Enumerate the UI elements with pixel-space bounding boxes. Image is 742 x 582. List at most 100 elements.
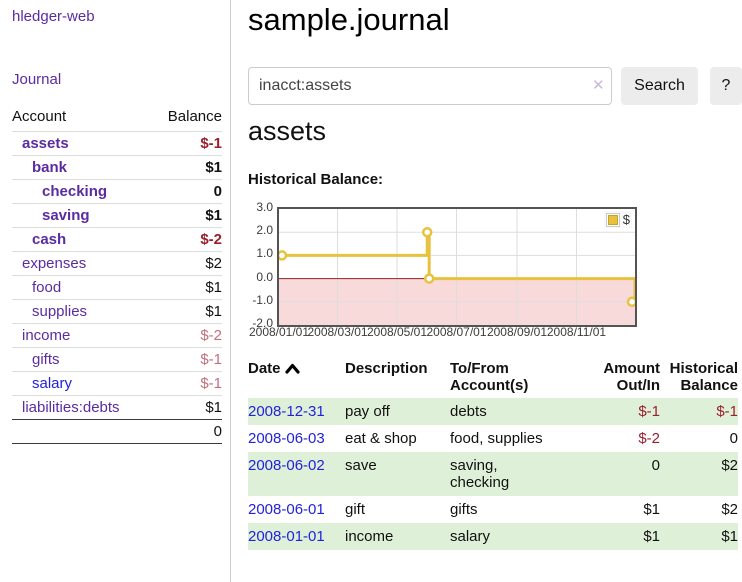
amount-column-header: Amount Out/In	[603, 360, 660, 394]
account-link[interactable]: expenses	[22, 255, 87, 272]
register-row: 2008-12-31 pay off debts $-1 $-1	[248, 398, 738, 425]
chart-legend: $	[603, 211, 632, 228]
account-link[interactable]: cash	[32, 231, 67, 248]
account-balance: $-1	[200, 135, 222, 152]
x-tick-label: 2008/09/01	[486, 325, 548, 339]
transaction-balance: $-1	[716, 403, 738, 420]
register-header-row: Date Description To/From Account(s) Amou…	[248, 358, 738, 398]
account-total-balance: 0	[213, 423, 222, 440]
transaction-date-link[interactable]: 2008-12-31	[248, 403, 325, 420]
account-link[interactable]: income	[22, 327, 71, 344]
x-tick-label: 2008/07/01	[426, 325, 487, 339]
x-tick-label: 2008/03/01	[307, 325, 368, 339]
transaction-accounts: salary	[450, 528, 491, 545]
register-row: 2008-06-03 eat & shop food, supplies $-2…	[248, 425, 738, 452]
date-column-header[interactable]: Date	[248, 358, 345, 398]
sort-ascending-icon	[284, 363, 300, 374]
account-link[interactable]: assets	[22, 135, 69, 152]
account-balance: $2	[205, 255, 222, 272]
transaction-amount: $1	[643, 528, 660, 545]
help-button[interactable]: ?	[710, 67, 742, 105]
search-button[interactable]: Search	[621, 67, 698, 105]
account-balance: $1	[205, 159, 222, 176]
transaction-accounts: food, supplies	[450, 430, 543, 447]
transaction-date-link[interactable]: 2008-06-01	[248, 501, 325, 518]
register-row: 2008-06-02 save saving, checking 0 $2	[248, 452, 738, 496]
chart-plot-area: $	[277, 207, 637, 327]
transaction-balance: 0	[729, 430, 738, 447]
transaction-accounts: saving, checking	[450, 457, 510, 491]
account-table-header: Account Balance	[12, 105, 222, 132]
description-column-header: Description	[345, 360, 428, 377]
y-tick-label: -2.0	[252, 316, 273, 330]
balance-column-header: Balance	[167, 108, 222, 125]
transaction-date-link[interactable]: 2008-06-03	[248, 430, 325, 447]
account-row: cash $-2	[12, 227, 222, 252]
transaction-description: gift	[345, 501, 366, 518]
transaction-amount: 0	[651, 457, 660, 474]
transaction-accounts: debts	[450, 403, 487, 420]
sidebar: hledger-web Journal Account Balance asse…	[0, 0, 231, 582]
account-total-row: 0	[12, 419, 222, 444]
transaction-description: income	[345, 528, 394, 545]
account-table-body: assets $-1 bank $1 checking 0 saving $1 …	[12, 131, 222, 420]
nav-journal-link[interactable]: Journal	[12, 71, 62, 88]
search-form: ✕ Search ?	[248, 67, 742, 105]
account-row: saving $1	[12, 203, 222, 228]
transaction-description: eat & shop	[345, 430, 417, 447]
account-balance: $-1	[200, 375, 222, 392]
account-balance: $1	[205, 399, 222, 416]
account-link[interactable]: gifts	[32, 351, 60, 368]
transaction-balance: $2	[721, 501, 738, 518]
account-link[interactable]: food	[32, 279, 62, 296]
transaction-amount: $-2	[638, 430, 660, 447]
app-title-link[interactable]: hledger-web	[12, 8, 95, 25]
clear-search-icon[interactable]: ✕	[592, 77, 605, 94]
account-link[interactable]: saving	[42, 207, 90, 224]
account-balance: $-2	[200, 231, 222, 248]
x-tick-label: 2008/01/01	[248, 325, 310, 339]
account-link[interactable]: checking	[42, 183, 108, 200]
transaction-description: save	[345, 457, 377, 474]
transaction-date-link[interactable]: 2008-01-01	[248, 528, 325, 545]
transaction-accounts: gifts	[450, 501, 478, 518]
transaction-description: pay off	[345, 403, 390, 420]
main-content: sample.journal ✕ Search ? assets Histori…	[248, 0, 742, 582]
y-tick-label: 1.0	[256, 246, 273, 261]
register-row: 2008-01-01 income salary $1 $1	[248, 523, 738, 550]
register-table: Date Description To/From Account(s) Amou…	[248, 358, 738, 550]
account-balance: $1	[205, 303, 222, 320]
account-row: assets $-1	[12, 131, 222, 156]
transaction-date-link[interactable]: 2008-06-02	[248, 457, 325, 474]
account-row: bank $1	[12, 155, 222, 180]
account-column-header: Account	[12, 108, 67, 125]
transaction-balance: $2	[721, 457, 738, 474]
account-row: gifts $-1	[12, 347, 222, 372]
account-row: salary $-1	[12, 371, 222, 396]
account-link[interactable]: salary	[32, 375, 73, 392]
transaction-amount: $-1	[638, 403, 660, 420]
y-tick-label: 0.0	[256, 269, 273, 284]
account-row: food $1	[12, 275, 222, 300]
account-link[interactable]: bank	[32, 159, 68, 176]
register-row: 2008-06-01 gift gifts $1 $2	[248, 496, 738, 523]
account-link[interactable]: liabilities:debts	[22, 399, 120, 416]
account-link[interactable]: supplies	[32, 303, 88, 320]
chart-heading: Historical Balance:	[248, 171, 384, 188]
search-input[interactable]	[248, 67, 612, 105]
transaction-balance: $1	[721, 528, 738, 545]
account-column-header: To/From Account(s)	[450, 360, 529, 394]
account-row: income $-2	[12, 323, 222, 348]
y-tick-label: -1.0	[252, 292, 273, 307]
account-balance: $-2	[200, 327, 222, 344]
y-tick-label: 2.0	[256, 223, 273, 238]
legend-colorbox-icon	[605, 212, 620, 227]
balance-column-header: Historical Balance	[669, 360, 738, 394]
account-row: expenses $2	[12, 251, 222, 276]
register-table-body: 2008-12-31 pay off debts $-1 $-1 2008-06…	[248, 398, 738, 550]
account-heading: assets	[248, 116, 327, 146]
transaction-amount: $1	[643, 501, 660, 518]
historical-balance-chart: 3.0 2.0 1.0 0.0 -1.0 -2.0 $ 2008/01/01 2008/03…	[248, 200, 742, 345]
legend-label: $	[622, 212, 630, 227]
account-balance: $-1	[200, 351, 222, 368]
